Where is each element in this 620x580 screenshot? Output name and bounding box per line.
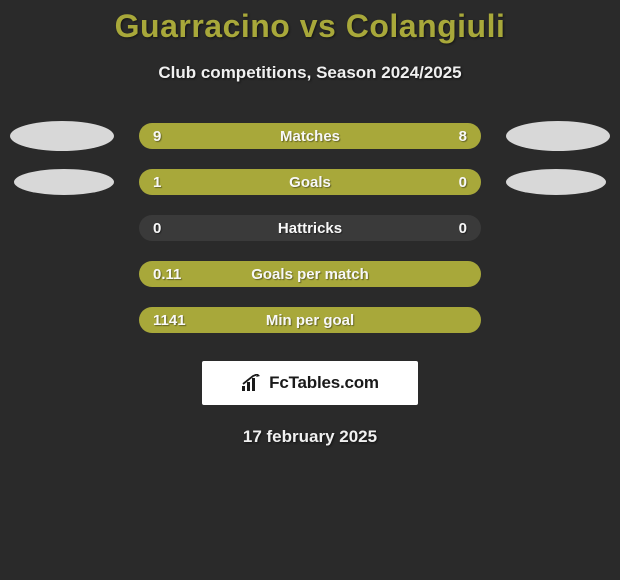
stat-right-value: 8 (459, 128, 467, 145)
comparison-card: Guarracino vs Colangiuli Club competitio… (0, 0, 620, 447)
stat-rows: 9 Matches 8 1 Goals 0 0 Hattricks 0 0.11 Goals per… (0, 123, 620, 333)
stat-row: 0 Hattricks 0 (10, 215, 610, 241)
watermark[interactable]: FcTables.com (202, 361, 418, 405)
stat-bar: 9 Matches 8 (139, 123, 481, 149)
stat-left-value: 1 (153, 174, 161, 191)
stat-label: Goals (289, 174, 331, 191)
subtitle: Club competitions, Season 2024/2025 (0, 63, 620, 83)
date-label: 17 february 2025 (0, 427, 620, 447)
stat-row: 1141 Min per goal (10, 307, 610, 333)
player-right-marker (506, 169, 606, 195)
stat-left-value: 0.11 (153, 266, 181, 283)
stat-label: Hattricks (278, 220, 342, 237)
stat-right-value: 0 (459, 174, 467, 191)
page-title: Guarracino vs Colangiuli (0, 8, 620, 45)
stat-right-value: 0 (459, 220, 467, 237)
stat-bar: 0 Hattricks 0 (139, 215, 481, 241)
stat-left-value: 9 (153, 128, 161, 145)
stat-row: 1 Goals 0 (10, 169, 610, 195)
stat-row: 0.11 Goals per match (10, 261, 610, 287)
player-right-marker (506, 121, 610, 151)
stat-left-value: 0 (153, 220, 161, 237)
chart-icon (241, 374, 263, 392)
stat-bar: 1141 Min per goal (139, 307, 481, 333)
stat-label: Goals per match (251, 266, 369, 283)
stat-label: Matches (280, 128, 340, 145)
stat-bar: 1 Goals 0 (139, 169, 481, 195)
player-left-marker (10, 121, 114, 151)
player-left-marker (14, 169, 114, 195)
stat-bar: 0.11 Goals per match (139, 261, 481, 287)
stat-label: Min per goal (266, 312, 354, 329)
stat-row: 9 Matches 8 (10, 123, 610, 149)
watermark-text: FcTables.com (269, 373, 379, 393)
stat-left-value: 1141 (153, 312, 186, 329)
